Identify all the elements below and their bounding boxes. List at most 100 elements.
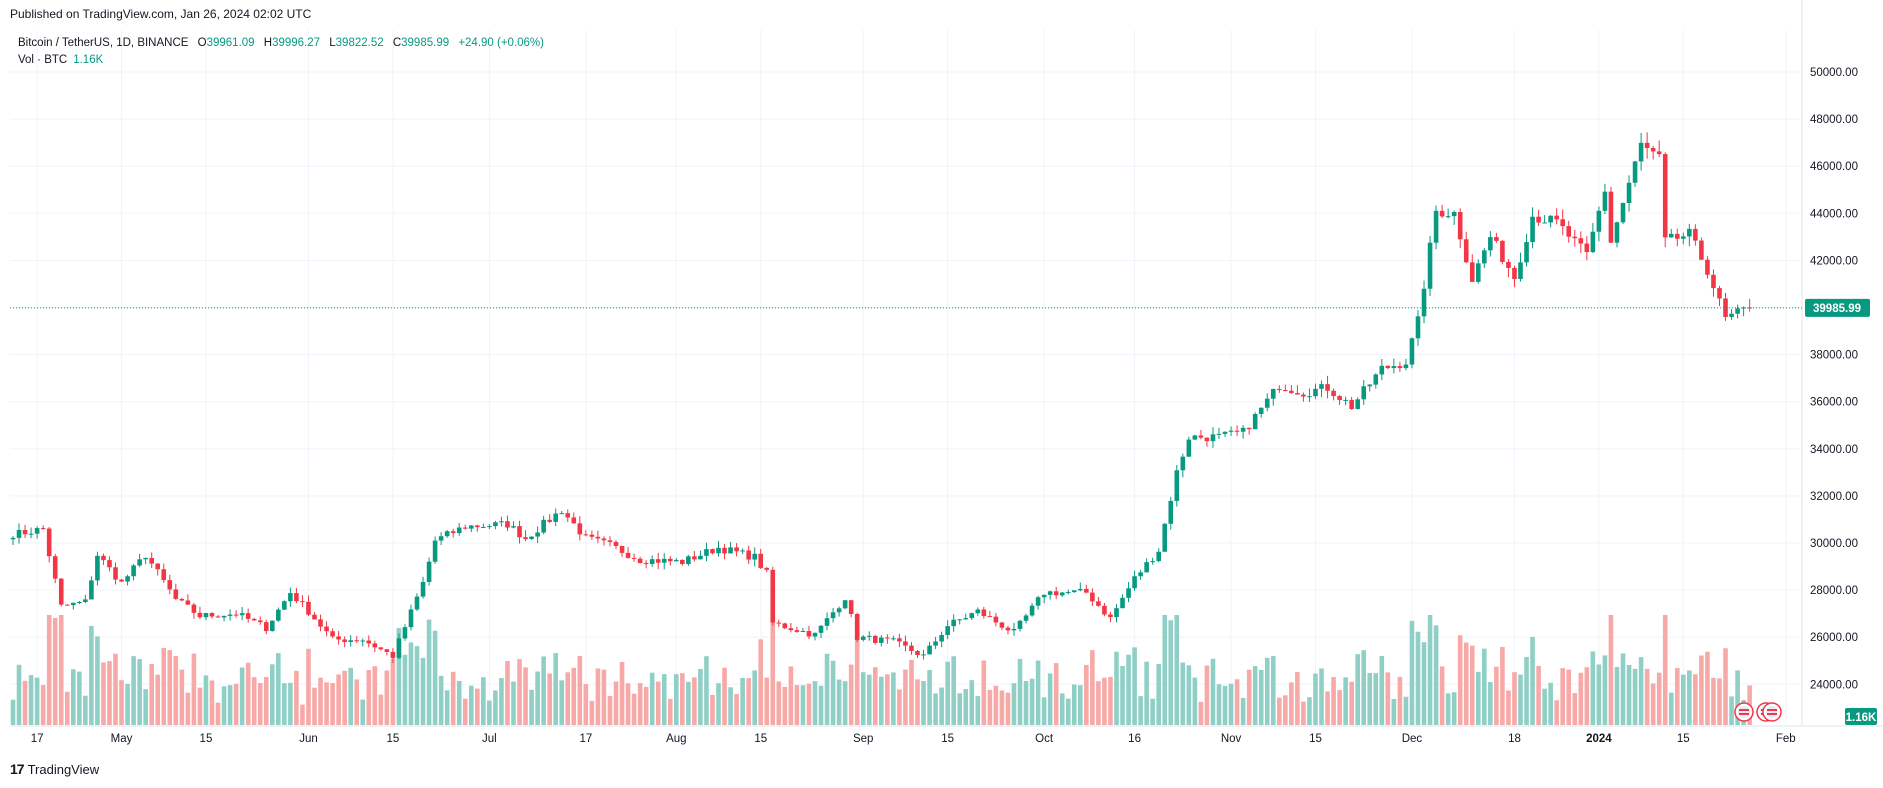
candle-body[interactable] bbox=[1319, 384, 1324, 389]
candle-body[interactable] bbox=[1289, 390, 1294, 394]
candle-body[interactable] bbox=[1355, 399, 1360, 410]
candle-body[interactable] bbox=[842, 600, 848, 609]
candle-body[interactable] bbox=[1228, 430, 1234, 432]
candle-body[interactable] bbox=[722, 547, 727, 554]
candle-body[interactable] bbox=[734, 547, 739, 552]
candle-body[interactable] bbox=[806, 631, 812, 637]
candle-body[interactable] bbox=[1132, 576, 1137, 589]
candle-body[interactable] bbox=[692, 556, 697, 560]
candle-body[interactable] bbox=[1650, 147, 1656, 152]
candle-body[interactable] bbox=[1222, 431, 1228, 434]
candle-body[interactable] bbox=[746, 550, 751, 560]
candle-body[interactable] bbox=[619, 545, 625, 553]
candle-body[interactable] bbox=[957, 619, 963, 621]
candle-body[interactable] bbox=[655, 559, 661, 563]
candle-body[interactable] bbox=[535, 532, 540, 537]
candle-body[interactable] bbox=[1053, 591, 1059, 596]
candle-body[interactable] bbox=[680, 559, 685, 565]
candle-body[interactable] bbox=[28, 533, 34, 535]
candle-body[interactable] bbox=[577, 523, 583, 535]
candle-body[interactable] bbox=[601, 538, 607, 541]
candle-body[interactable] bbox=[149, 557, 154, 564]
candle-body[interactable] bbox=[553, 513, 558, 522]
candle-body[interactable] bbox=[872, 635, 878, 643]
candle-body[interactable] bbox=[1397, 366, 1403, 369]
candle-body[interactable] bbox=[1512, 267, 1517, 280]
candle-body[interactable] bbox=[1162, 523, 1168, 552]
candle-body[interactable] bbox=[710, 549, 715, 554]
candle-body[interactable] bbox=[776, 622, 782, 624]
candle-body[interactable] bbox=[420, 581, 426, 597]
candle-body[interactable] bbox=[1488, 237, 1493, 251]
candle-body[interactable] bbox=[643, 562, 649, 564]
candle-body[interactable] bbox=[1216, 433, 1222, 435]
candle-body[interactable] bbox=[637, 558, 643, 563]
candle-body[interactable] bbox=[661, 558, 667, 563]
candle-body[interactable] bbox=[1204, 437, 1210, 442]
candle-body[interactable] bbox=[1078, 588, 1083, 591]
candle-body[interactable] bbox=[396, 638, 402, 658]
candle-body[interactable] bbox=[728, 547, 733, 554]
candle-body[interactable] bbox=[1656, 151, 1662, 155]
candle-body[interactable] bbox=[1029, 605, 1035, 616]
candle-body[interactable] bbox=[161, 569, 167, 581]
candle-body[interactable] bbox=[1409, 338, 1415, 365]
candle-body[interactable] bbox=[704, 549, 709, 556]
candle-body[interactable] bbox=[848, 600, 854, 615]
candle-body[interactable] bbox=[903, 641, 908, 646]
candle-body[interactable] bbox=[1180, 456, 1186, 471]
candle-body[interactable] bbox=[866, 635, 872, 637]
candle-body[interactable] bbox=[1258, 407, 1264, 414]
candle-body[interactable] bbox=[782, 623, 788, 629]
candle-body[interactable] bbox=[499, 521, 504, 523]
candle-body[interactable] bbox=[794, 630, 800, 632]
candle-body[interactable] bbox=[1445, 216, 1451, 218]
candle-body[interactable] bbox=[1343, 399, 1348, 401]
candle-body[interactable] bbox=[71, 602, 76, 606]
candle-body[interactable] bbox=[1264, 398, 1270, 408]
us-flag-event-icon[interactable] bbox=[1762, 702, 1782, 722]
candle-body[interactable] bbox=[1668, 233, 1674, 238]
candle-body[interactable] bbox=[571, 517, 577, 524]
candle-body[interactable] bbox=[1506, 261, 1511, 268]
candle-body[interactable] bbox=[1301, 394, 1306, 397]
us-flag-event-icon[interactable] bbox=[1734, 702, 1754, 722]
candle-body[interactable] bbox=[1451, 212, 1457, 217]
candle-body[interactable] bbox=[933, 641, 938, 646]
candle-body[interactable] bbox=[46, 528, 52, 557]
candle-body[interactable] bbox=[649, 559, 655, 564]
candle-body[interactable] bbox=[215, 616, 221, 618]
candle-body[interactable] bbox=[173, 589, 179, 599]
candle-body[interactable] bbox=[1723, 298, 1728, 317]
candle-body[interactable] bbox=[1560, 219, 1566, 227]
candle-body[interactable] bbox=[1277, 388, 1282, 391]
candle-body[interactable] bbox=[674, 559, 679, 562]
candle-body[interactable] bbox=[1602, 191, 1608, 211]
candle-body[interactable] bbox=[752, 553, 757, 560]
candle-body[interactable] bbox=[1120, 597, 1125, 609]
candle-body[interactable] bbox=[1023, 615, 1029, 621]
candle-body[interactable] bbox=[1373, 374, 1379, 385]
candle-body[interactable] bbox=[1482, 250, 1487, 264]
candle-body[interactable] bbox=[481, 526, 486, 528]
candle-body[interactable] bbox=[58, 578, 64, 605]
candle-body[interactable] bbox=[1403, 364, 1409, 369]
candle-body[interactable] bbox=[1469, 262, 1475, 282]
candle-body[interactable] bbox=[312, 614, 317, 620]
candle-body[interactable] bbox=[1349, 399, 1354, 410]
candle-body[interactable] bbox=[336, 636, 341, 640]
candle-body[interactable] bbox=[493, 522, 498, 527]
candle-body[interactable] bbox=[1114, 608, 1119, 618]
candle-body[interactable] bbox=[1035, 597, 1041, 606]
candle-body[interactable] bbox=[77, 601, 82, 603]
candle-body[interactable] bbox=[1246, 427, 1252, 430]
candle-body[interactable] bbox=[1711, 274, 1716, 289]
symbol-label[interactable]: Bitcoin / TetherUS, 1D, BINANCE bbox=[18, 37, 189, 49]
candle-body[interactable] bbox=[1554, 215, 1559, 220]
candle-body[interactable] bbox=[625, 552, 631, 558]
candle-body[interactable] bbox=[155, 563, 161, 570]
candle-body[interactable] bbox=[468, 525, 474, 529]
candle-body[interactable] bbox=[1439, 210, 1445, 217]
candle-body[interactable] bbox=[1741, 307, 1746, 309]
